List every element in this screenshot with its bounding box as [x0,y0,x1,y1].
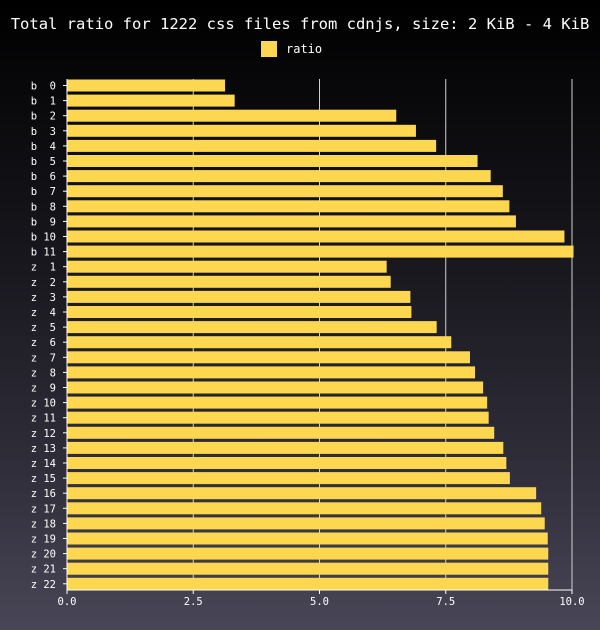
legend: ratio [261,41,322,57]
bars [67,79,574,590]
bar [67,532,548,545]
bar [67,321,437,334]
bar [67,109,397,122]
x-tick-labels: 0.0 2.5 5.0 7.5 10.0 [58,596,585,608]
bar [67,260,387,273]
category-label: z 8 [31,367,56,379]
x-tick-label: 2.5 [184,596,203,608]
category-label: z 16 [31,488,56,500]
bar [67,577,549,590]
category-label: z 5 [31,322,56,334]
bar [67,275,391,288]
y-tick-labels: b 0 b 1 b 2 b 3 b 4 b 5 b 6 b 7 b 8 b 9 b 10 b 11 z … [31,81,56,591]
legend-swatch [261,41,277,57]
category-label: b 8 [31,201,56,213]
category-label: b 5 [31,156,56,168]
category-label: z 1 [31,262,56,274]
category-label: b 2 [31,111,56,123]
bar [67,366,476,379]
category-label: z 11 [31,413,56,425]
category-label: z 9 [31,383,56,395]
bar [67,411,489,424]
category-label: z 6 [31,337,56,349]
bar [67,547,549,560]
bar [67,441,504,454]
x-tick-label: 10.0 [559,596,584,608]
bar [67,396,488,409]
bar [67,290,411,303]
bar [67,200,510,213]
category-label: z 18 [31,518,56,530]
bar [67,94,235,107]
bar [67,381,484,394]
bar [67,185,503,198]
category-label: z 20 [31,549,56,561]
category-label: z 10 [31,398,56,410]
category-label: z 4 [31,307,56,319]
category-label: z 2 [31,277,56,289]
category-label: b 3 [31,126,56,138]
category-label: z 21 [31,564,56,576]
category-label: b 1 [31,96,56,108]
bar [67,457,507,469]
category-label: b 0 [31,81,56,93]
category-label: z 19 [31,534,56,546]
x-tick-label: 0.0 [58,596,77,608]
category-label: b 7 [31,186,56,198]
category-label: b 10 [31,232,56,244]
bar [67,79,226,92]
bar [67,502,542,515]
category-label: z 3 [31,292,56,304]
bar [67,562,549,575]
bar [67,351,470,364]
bar [67,336,452,349]
category-label: z 12 [31,428,56,440]
bar [67,306,412,318]
category-label: b 6 [31,171,56,183]
bar [67,170,491,183]
legend-label: ratio [286,42,323,56]
category-label: b 9 [31,216,56,228]
bar [67,487,537,500]
category-label: z 17 [31,503,56,515]
category-label: z 15 [31,473,56,485]
axes [63,79,573,594]
bar [67,124,416,137]
chart-title: Total ratio for 1222 css files from cdnj… [10,15,590,33]
category-label: z 7 [31,352,56,364]
bar [67,139,437,152]
category-label: z 13 [31,443,56,455]
category-label: z 14 [31,458,56,470]
bar [67,215,516,228]
bar [67,517,545,530]
x-tick-label: 7.5 [436,596,455,608]
bar [67,472,510,485]
category-label: b 4 [31,141,56,153]
x-tick-label: 5.0 [310,596,329,608]
category-label: z 22 [31,579,56,591]
category-label: b 11 [31,247,56,259]
bar [67,230,565,243]
bar [67,245,574,258]
bar [67,155,478,167]
bar [67,426,495,439]
